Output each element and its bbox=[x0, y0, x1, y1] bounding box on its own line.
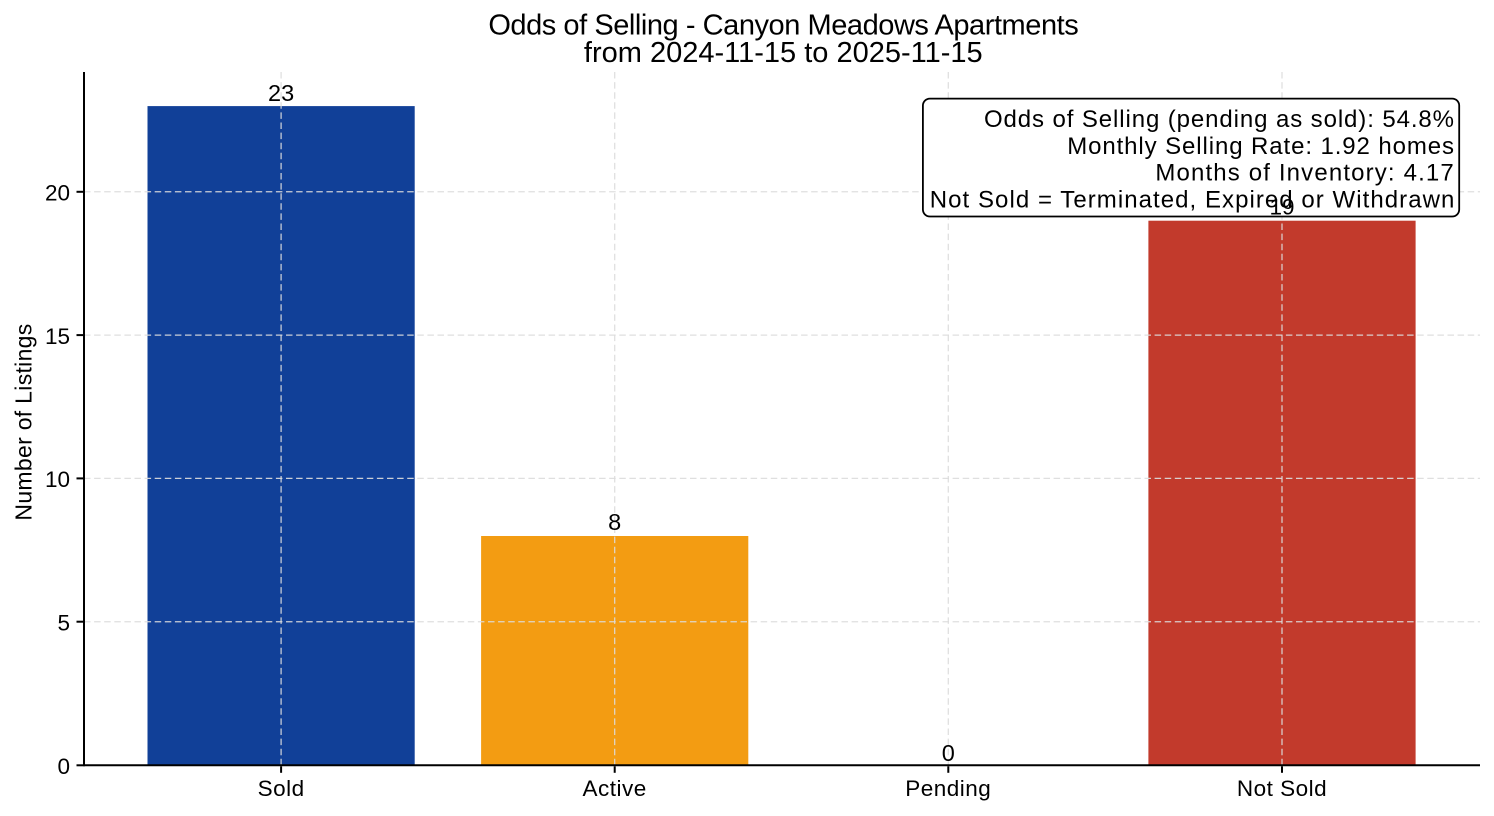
svg-text:15: 15 bbox=[45, 324, 70, 349]
svg-text:Sold: Sold bbox=[258, 776, 305, 801]
svg-text:Monthly Selling Rate: 1.92 hom: Monthly Selling Rate: 1.92 homes bbox=[1067, 133, 1455, 160]
svg-text:Number of Listings: Number of Listings bbox=[11, 323, 37, 520]
svg-text:Pending: Pending bbox=[905, 776, 991, 801]
svg-text:19: 19 bbox=[1269, 195, 1294, 220]
svg-text:Odds of Selling - Canyon Meado: Odds of Selling - Canyon Meadows Apartme… bbox=[488, 10, 1078, 42]
svg-text:10: 10 bbox=[45, 467, 70, 492]
svg-text:Odds of Selling (pending as so: Odds of Selling (pending as sold): 54.8% bbox=[984, 106, 1455, 133]
svg-text:Not Sold = Terminated, Expired: Not Sold = Terminated, Expired or Withdr… bbox=[930, 187, 1456, 214]
svg-text:Not Sold: Not Sold bbox=[1237, 776, 1327, 801]
svg-text:0: 0 bbox=[942, 740, 955, 766]
svg-text:from 2024-11-15 to 2025-11-15: from 2024-11-15 to 2025-11-15 bbox=[584, 37, 983, 69]
svg-text:Months of Inventory: 4.17: Months of Inventory: 4.17 bbox=[1155, 160, 1455, 187]
svg-text:0: 0 bbox=[57, 754, 70, 779]
svg-text:8: 8 bbox=[608, 509, 621, 535]
svg-text:20: 20 bbox=[45, 181, 70, 206]
svg-text:23: 23 bbox=[268, 80, 294, 106]
svg-text:5: 5 bbox=[57, 610, 70, 635]
svg-text:Active: Active bbox=[583, 776, 647, 801]
